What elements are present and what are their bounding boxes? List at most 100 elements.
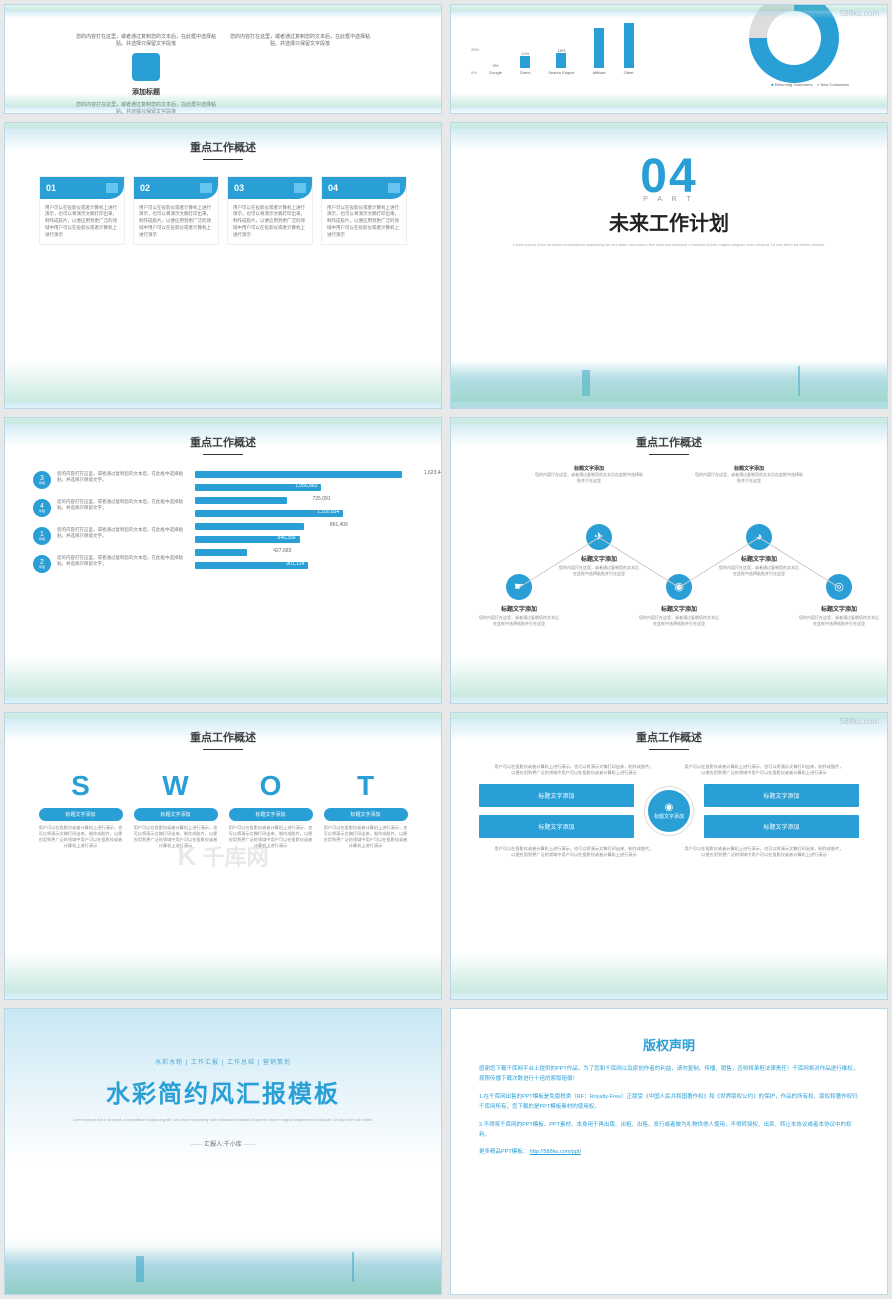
section-part: P A R T xyxy=(451,196,887,203)
block-text: 您的内容打在这里，或者通过复制您的文本后，在此框中选择粘贴。并选择只保留文字段落 xyxy=(76,101,216,114)
data-bar: 846,356 xyxy=(195,536,413,543)
data-bar: 1,150,934 xyxy=(195,510,413,517)
slide-title: 重点工作概述 xyxy=(13,434,433,450)
slide-hbar: 重点工作概述 3年级您的内容打在这里，或者通过复制您的文本后，在此框中选择粘贴，… xyxy=(4,417,442,704)
data-bar: 725,091 xyxy=(195,497,413,504)
swot-letter: S xyxy=(39,770,123,802)
bar-group: Affiliate xyxy=(593,28,606,75)
rank-badge: 3年级 xyxy=(33,471,51,489)
swot-column: S标题文字添加用户可以在投影仪或者计算机上进行演示，也可以将演示文稿打印出来，制… xyxy=(39,770,123,849)
legend-item: Returning Customers xyxy=(771,82,812,87)
swot-pill: 标题文字添加 xyxy=(134,808,218,821)
legend-item: New Customers xyxy=(817,82,849,87)
card-icon xyxy=(200,183,212,193)
data-bar: 901,124 xyxy=(195,562,413,569)
number-card: 04用户可以在投影仪或者计算机上进行演示，也可以将演示文稿打印出来，制作成胶片，… xyxy=(321,176,407,246)
hub-box: 标题文字添加 xyxy=(479,784,634,807)
hub-desc: 用户可以在投影仪或者计算机上进行演示，也可以将演示文稿打印出来，制作成胶片，以便… xyxy=(684,846,844,858)
donut-chart xyxy=(749,4,839,83)
number-card: 01用户可以在投影仪或者计算机上进行演示，也可以将演示文稿打印出来，制作成胶片，… xyxy=(39,176,125,246)
cover-author: 汇报人:千小库 xyxy=(5,1139,441,1148)
list-item: 4年级您的内容打在这里，或者通过复制您的文本后，在此框中选择粘贴，并选择只保留文… xyxy=(33,499,183,517)
data-bar: 861,406 xyxy=(195,523,413,530)
swot-pill: 标题文字添加 xyxy=(229,808,313,821)
swot-column: O标题文字添加用户可以在投影仪或者计算机上进行演示，也可以将演示文稿打印出来，制… xyxy=(229,770,313,849)
slide-partial-b: 20% 0% 0%Google 12%Direct 15%Search Engine… xyxy=(450,4,888,114)
swot-column: T标题文字添加用户可以在投影仪或者计算机上进行演示，也可以将演示文稿打印出来，制… xyxy=(324,770,408,849)
rank-badge: 4年级 xyxy=(33,499,51,517)
cover-title: 水彩简约风汇报模板 xyxy=(5,1074,441,1109)
rank-badge: 1年级 xyxy=(33,527,51,545)
process-node: ◎标题文字添加您的内容打在这里，或者通过复制您的文本后在此框中选择粘贴并打在这里 xyxy=(799,574,879,626)
list-item: 3年级您的内容打在这里，或者通过复制您的文本后，在此框中选择粘贴，并选择只保留文… xyxy=(33,471,183,489)
slide-title: 重点工作概述 xyxy=(459,729,879,745)
hub-desc: 用户可以在投影仪或者计算机上进行演示，也可以将演示文稿打印出来，制作成胶片，以便… xyxy=(494,764,654,776)
slide-zigzag: 重点工作概述 标题文字添加 您的内容打在这里，或者通过复制您的文本后在此框中选择… xyxy=(450,417,888,704)
block-title: 添加标题 xyxy=(76,87,216,97)
chart-legend: Returning Customers New Customers xyxy=(771,82,849,87)
slide-title: 重点工作概述 xyxy=(459,434,879,450)
info-block: 您的内容打在这里，或者通过复制您的文本后，在此框中选择粘贴。并选择只保留文字段落… xyxy=(76,33,216,114)
section-title: 未来工作计划 xyxy=(451,207,887,236)
more-label: 更多精品PPT模板： xyxy=(479,1149,528,1155)
block-text: 您的内容打在这里，或者通过复制您的文本后，在此框中选择粘贴。并选择只保留文字段落 xyxy=(76,33,216,47)
slide-copyright: 版权声明 感谢您下载千库网平台上提供的PPT作品，为了您和千库网以及原创作者的利… xyxy=(450,1008,888,1295)
node-desc: 您的内容打在这里，或者通过复制您的文本后在此框中选择粘贴并打在这里 xyxy=(534,472,644,484)
hub-box: 标题文字添加 xyxy=(479,815,634,838)
section-subtitle: Lorem ipsum dolor sit amet consectetuer … xyxy=(451,242,887,247)
axis-label: 20% xyxy=(471,47,479,52)
swot-pill: 标题文字添加 xyxy=(324,808,408,821)
hub-desc: 用户可以在投影仪或者计算机上进行演示，也可以将演示文稿打印出来，制作成胶片，以便… xyxy=(684,764,844,776)
swot-letter: O xyxy=(229,770,313,802)
number-card: 03用户可以在投影仪或者计算机上进行演示，也可以将演示文稿打印出来，制作成胶片，… xyxy=(227,176,313,246)
hub-center: ◉ 标题文字添加 xyxy=(645,787,693,835)
node-heading: 标题文字添加 xyxy=(534,465,644,472)
data-bar: 1,056,883 xyxy=(195,484,413,491)
slide-cards: 重点工作概述 01用户可以在投影仪或者计算机上进行演示，也可以将演示文稿打印出来… xyxy=(4,122,442,409)
number-card: 02用户可以在投影仪或者计算机上进行演示，也可以将演示文稿打印出来，制作成胶片，… xyxy=(133,176,219,246)
hub-box: 标题文字添加 xyxy=(704,784,859,807)
watermark-url: 588ku.com xyxy=(840,717,879,726)
swot-letter: T xyxy=(324,770,408,802)
block-text: 您的内容打在这里，或者通过复制您的文本后，在此框中选择粘贴。并选择只保留文字段落 xyxy=(230,33,370,47)
copyright-para: 2.不得将千库网的PPT模板、PPT素材、本身用于再出版、出租、出售、发行或者做… xyxy=(479,1120,859,1141)
cover-tags: 水彩水粉 | 工作汇报 | 工作总结 | 营销策划 xyxy=(5,1057,441,1066)
info-block: 您的内容打在这里，或者通过复制您的文本后，在此框中选择粘贴。并选择只保留文字段落 xyxy=(230,33,370,114)
more-link[interactable]: http://588ku.com/ppt/ xyxy=(530,1149,581,1155)
hub-box: 标题文字添加 xyxy=(704,815,859,838)
watermark-url: 588ku.com xyxy=(840,9,879,18)
bar-group: 12%Direct xyxy=(520,51,530,75)
skyline-graphic xyxy=(451,360,887,408)
bar-group: Other xyxy=(624,23,634,75)
slide-title-cover: 水彩水粉 | 工作汇报 | 工作总结 | 营销策划 水彩简约风汇报模板 Lore… xyxy=(4,1008,442,1295)
list-item: 2年级您的内容打在这里，或者通过复制您的文本后，在此框中选择粘贴，并选择只保留文… xyxy=(33,555,183,573)
bar-group: 0%Google xyxy=(489,63,502,75)
bar-group: 15%Search Engine xyxy=(548,48,574,75)
process-node: ◉标题文字添加您的内容打在这里，或者通过复制您的文本后在此框中选择粘贴并打在这里 xyxy=(639,574,719,626)
swot-letter: W xyxy=(134,770,218,802)
copyright-para: 感谢您下载千库网平台上提供的PPT作品，为了您和千库网以及原创作者的利益，请勿复… xyxy=(479,1064,859,1085)
slide-partial-a: 您的内容打在这里，或者通过复制您的文本后，在此框中选择粘贴。并选择只保留文字段落… xyxy=(4,4,442,114)
copyright-para: 1.在千库网出售的PPT模板是免版税类（RF：Royalty-Free）正版受《… xyxy=(479,1092,859,1113)
slide-title: 重点工作概述 xyxy=(13,139,433,155)
slide-swot: 重点工作概述 S标题文字添加用户可以在投影仪或者计算机上进行演示，也可以将演示文… xyxy=(4,712,442,999)
data-bar: 1,623,445 xyxy=(195,471,413,478)
process-node: ◕标题文字添加您的内容打在这里，或者通过复制您的文本后在此框中选择粘贴并打在这里 xyxy=(719,524,799,576)
rank-badge: 2年级 xyxy=(33,555,51,573)
hub-desc: 用户可以在投影仪或者计算机上进行演示，也可以将演示文稿打印出来，制作成胶片，以便… xyxy=(494,846,654,858)
data-bar: 427,683 xyxy=(195,549,413,556)
list-item: 1年级您的内容打在这里，或者通过复制您的文本后，在此框中选择粘贴，并选择只保留文… xyxy=(33,527,183,545)
node-heading: 标题文字添加 xyxy=(694,465,804,472)
swot-pill: 标题文字添加 xyxy=(39,808,123,821)
bar-chart: 0%Google 12%Direct 15%Search Engine Affilia… xyxy=(489,20,634,75)
slide-section-divider: 04 P A R T 未来工作计划 Lorem ipsum dolor sit … xyxy=(450,122,888,409)
cover-subtitle: Lorem ipsum dolor sit amet, consectetuer… xyxy=(5,1117,441,1123)
slide-hub: 重点工作概述 用户可以在投影仪或者计算机上进行演示，也可以将演示文稿打印出来，制… xyxy=(450,712,888,999)
process-node: ☛标题文字添加您的内容打在这里，或者通过复制您的文本后在此框中选择粘贴并打在这里 xyxy=(479,574,559,626)
node-desc: 您的内容打在这里，或者通过复制您的文本后在此框中选择粘贴并打在这里 xyxy=(694,472,804,484)
globe-icon: ◉ xyxy=(665,802,674,813)
swot-column: W标题文字添加用户可以在投影仪或者计算机上进行演示，也可以将演示文稿打印出来，制… xyxy=(134,770,218,849)
cube-icon xyxy=(132,53,160,81)
axis-label: 0% xyxy=(471,70,479,75)
process-node: ✈标题文字添加您的内容打在这里，或者通过复制您的文本后在此框中选择粘贴并打在这里 xyxy=(559,524,639,576)
